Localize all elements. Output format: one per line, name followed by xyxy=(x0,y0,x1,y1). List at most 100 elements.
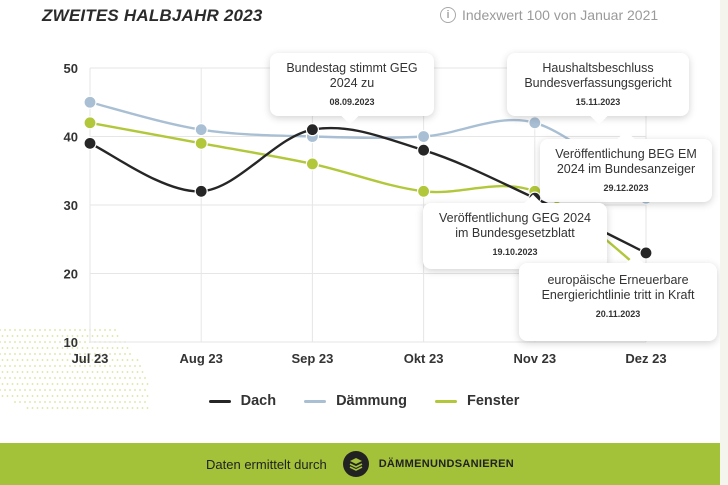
decor-dot xyxy=(24,329,26,331)
decor-dot xyxy=(116,359,119,361)
decor-dot xyxy=(44,365,46,367)
decor-dot xyxy=(14,365,16,367)
decor-dot xyxy=(49,353,51,355)
callout-text: Bundestag stimmt GEG 2024 zu xyxy=(286,61,418,90)
brand-logo-icon[interactable] xyxy=(342,451,369,477)
decor-dot xyxy=(101,383,104,385)
decor-dot xyxy=(21,383,24,385)
decor-dot xyxy=(14,401,16,403)
decor-dot xyxy=(34,353,36,355)
decor-dot xyxy=(19,401,21,403)
decor-dot xyxy=(36,383,39,385)
decor-dot xyxy=(51,383,54,385)
decor-dot xyxy=(31,359,34,361)
decor-dot xyxy=(61,335,64,337)
decor-dot xyxy=(44,353,46,355)
decor-dot xyxy=(16,395,19,397)
decor-dot xyxy=(141,407,144,409)
decor-dot xyxy=(91,335,94,337)
decor-dot xyxy=(19,329,21,331)
decor-dot xyxy=(96,359,99,361)
decor-dot xyxy=(0,377,1,379)
footer-bar: Daten ermittelt durch DÄMMENUNDSANIEREN xyxy=(0,443,720,485)
decor-dot xyxy=(116,335,119,337)
decor-dot xyxy=(44,401,46,403)
decor-dot xyxy=(31,395,34,397)
decor-dot xyxy=(116,383,119,385)
decor-dot xyxy=(36,335,39,337)
decor-dot xyxy=(126,395,129,397)
data-point-dach xyxy=(194,184,208,198)
decor-dot xyxy=(34,377,36,379)
decor-dot xyxy=(31,383,34,385)
decor-dot xyxy=(59,365,61,367)
line-chart: 10 20 30 40 50 Jul 23 Aug 23 Sep 23 Okt 23 Nov 23… xyxy=(0,61,667,409)
decor-dot xyxy=(101,407,104,409)
legend-item-fenster[interactable]: Fenster xyxy=(434,393,519,409)
decor-dot xyxy=(84,341,86,343)
decor-dot xyxy=(126,359,129,361)
x-tick-label: Okt 23 xyxy=(404,351,444,366)
decor-dot xyxy=(19,389,21,391)
data-point-dmmung xyxy=(528,116,542,130)
info-icon[interactable]: i xyxy=(440,7,456,23)
decor-dot xyxy=(121,395,124,397)
y-tick-label: 40 xyxy=(64,130,78,145)
decor-dot xyxy=(16,383,19,385)
decor-dot xyxy=(36,371,39,373)
decor-dot xyxy=(21,335,24,337)
decor-dot xyxy=(29,365,31,367)
decor-dot xyxy=(109,401,111,403)
brand-name[interactable]: DÄMMENUNDSANIEREN xyxy=(378,458,514,470)
decor-dot xyxy=(59,329,61,331)
decor-dot xyxy=(89,377,91,379)
decor-dot xyxy=(59,341,61,343)
decor-dot xyxy=(41,335,44,337)
decor-dot xyxy=(79,389,81,391)
decor-dot xyxy=(34,329,36,331)
legend-item-dach[interactable]: Dach xyxy=(208,393,276,409)
decor-dot xyxy=(111,347,114,349)
x-tick-label: Aug 23 xyxy=(180,351,223,366)
legend-item-daemmung[interactable]: Dämmung xyxy=(304,393,407,409)
decor-dot xyxy=(64,377,66,379)
data-point-dach xyxy=(83,136,97,150)
decor-dot xyxy=(124,377,126,379)
footer-text: Daten ermittelt durch xyxy=(206,456,327,472)
decor-dot xyxy=(76,383,79,385)
decor-dot xyxy=(94,365,96,367)
decor-dot xyxy=(34,389,36,391)
decor-dot xyxy=(64,353,66,355)
decor-dot xyxy=(24,353,26,355)
decor-dot xyxy=(84,353,86,355)
decor-dot xyxy=(61,347,64,349)
decor-dot xyxy=(146,407,149,409)
decor-dot xyxy=(64,341,66,343)
decor-dot xyxy=(71,407,74,409)
decor-dot xyxy=(119,377,121,379)
decor-dot xyxy=(106,395,109,397)
decor-dot xyxy=(24,341,26,343)
decor-dot xyxy=(136,395,139,397)
decor-dot xyxy=(89,389,91,391)
decor-dot xyxy=(14,353,16,355)
decor-dot xyxy=(134,365,136,367)
decor-dot xyxy=(51,407,54,409)
decor-dot xyxy=(61,395,64,397)
decor-dot xyxy=(49,365,51,367)
decor-dot xyxy=(129,377,131,379)
decor-dot xyxy=(74,353,76,355)
decor-dot xyxy=(56,371,59,373)
decor-dot xyxy=(106,383,109,385)
decor-dot xyxy=(94,353,96,355)
decor-dot xyxy=(91,395,94,397)
decor-dot xyxy=(116,395,119,397)
decor-dot xyxy=(114,329,116,331)
decor-dot xyxy=(141,395,144,397)
decor-dot xyxy=(121,347,124,349)
decor-dot xyxy=(51,347,54,349)
data-point-dmmung xyxy=(83,95,97,109)
decor-dot xyxy=(54,329,56,331)
decor-dot xyxy=(101,335,104,337)
decor-dot xyxy=(126,371,129,373)
